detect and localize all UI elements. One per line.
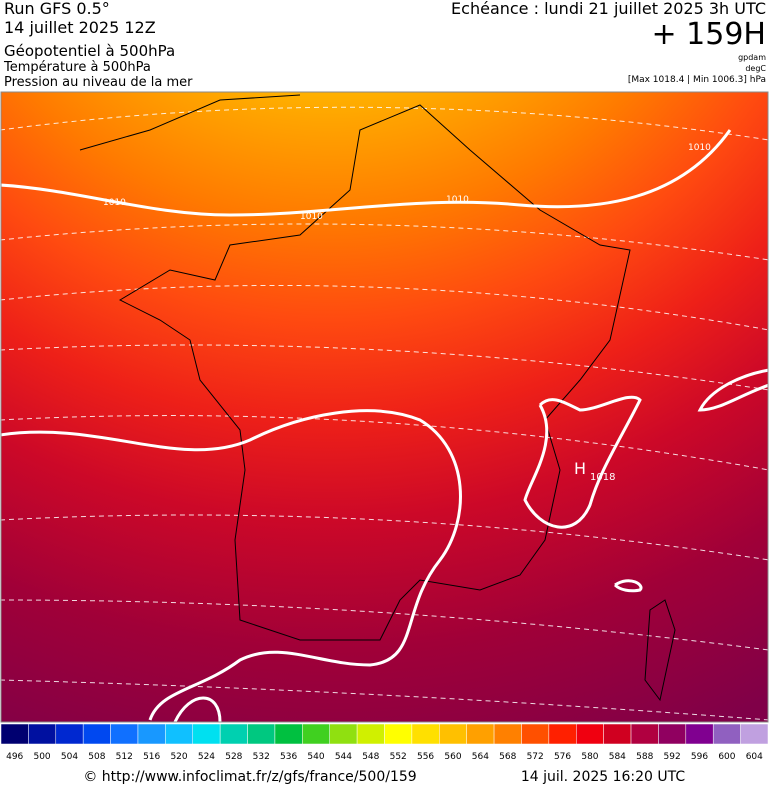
colorbar-label: 596	[691, 752, 708, 762]
colorbar-cell	[493, 723, 522, 745]
pressure-range: [Max 1018.4 | Min 1006.3] hPa	[628, 75, 766, 85]
temperature-field	[1, 92, 768, 722]
colorbar-cell	[630, 723, 659, 745]
colorbar-cell	[712, 723, 741, 745]
colorbar-label: 536	[280, 752, 297, 762]
colorbar-label: 512	[116, 752, 133, 762]
isobar-label: 1010	[300, 212, 323, 222]
colorbar-label: 548	[362, 752, 379, 762]
colorbar-label: 500	[33, 752, 50, 762]
colorbar-label: 588	[636, 752, 653, 762]
colorbar-cell	[356, 723, 385, 745]
colorbar-label: 580	[581, 752, 598, 762]
colorbar-label: 604	[746, 752, 763, 762]
isobar	[173, 696, 222, 722]
colorbar-label: 584	[609, 752, 626, 762]
colorbar-label: 600	[718, 752, 735, 762]
colorbar-label: 564	[472, 752, 489, 762]
isobar	[523, 395, 642, 529]
colorbar-cell	[55, 723, 84, 745]
coastline	[118, 104, 631, 641]
map: 1010 1010 1010 1010 H 1018	[1, 92, 768, 722]
contour	[1, 223, 768, 261]
colorbar-cell	[219, 723, 248, 745]
colorbar-cell	[411, 723, 440, 745]
colorbar-label: 560	[444, 752, 461, 762]
colorbar-label: 592	[664, 752, 681, 762]
isobar	[1, 409, 462, 721]
colorbar-label: 496	[6, 752, 23, 762]
colorbar-cell	[521, 723, 550, 745]
colorbar-label: 508	[88, 752, 105, 762]
colorbar-label: 556	[417, 752, 434, 762]
colorbar-label: 532	[253, 752, 270, 762]
colorbar-cell	[439, 723, 467, 745]
contour	[1, 599, 768, 651]
colorbar-cell	[137, 723, 166, 745]
colorbar-cell	[28, 723, 57, 745]
colorbar-cell	[302, 723, 330, 745]
colorbar: 496 500 504 508 512 516 520 524 528 532 536 540 544 5…	[0, 723, 769, 762]
geopotential-lines	[1, 106, 768, 721]
colorbar-cell	[82, 723, 111, 745]
unit-temp: degC	[745, 64, 766, 73]
colorbar-label: 520	[170, 752, 187, 762]
colorbar-cell	[603, 723, 632, 745]
colorbar-cell	[247, 723, 276, 745]
map-frame	[0, 91, 769, 723]
colorbar-cell	[274, 723, 303, 745]
layer-geopotential: Géopotentiel à 500hPa	[4, 42, 175, 60]
contour	[1, 284, 768, 331]
colorbar-cell	[0, 723, 29, 745]
colorbar-label: 528	[225, 752, 242, 762]
run: Run GFS 0.5°	[4, 0, 110, 18]
colorbar-cell	[110, 723, 139, 745]
contour	[1, 514, 768, 561]
run-date: 14 juillet 2025 12Z	[4, 18, 156, 37]
isobar-label: 1010	[103, 198, 126, 208]
colorbar-label: 572	[527, 752, 544, 762]
colorbar-cell	[685, 723, 714, 745]
timestamp: 14 juil. 2025 16:20 UTC	[521, 769, 686, 785]
colorbar-label: 516	[143, 752, 160, 762]
colorbar-label: 524	[198, 752, 215, 762]
colorbar-label: 576	[554, 752, 571, 762]
high-pressure: H	[574, 459, 586, 478]
colorbar-label: 504	[61, 752, 78, 762]
source-url: © http://www.infoclimat.fr/z/gfs/france/…	[83, 769, 416, 785]
coastline	[79, 94, 676, 702]
colorbar-cell	[740, 723, 769, 745]
colorbar-label: 540	[307, 752, 324, 762]
colorbar-cell	[329, 723, 358, 745]
colorbar-label: 568	[499, 752, 516, 762]
colorbar-cell	[658, 723, 687, 745]
lead-time: + 159H	[652, 17, 767, 52]
layer-pressure: Pression au niveau de la mer	[4, 75, 193, 90]
colorbar-cell	[192, 723, 221, 745]
layer-temperature: Température à 500hPa	[3, 60, 151, 75]
colorbar-cell	[576, 723, 604, 745]
contour	[1, 679, 768, 721]
colorbar-cell	[466, 723, 495, 745]
isobar	[697, 368, 768, 412]
colorbar-cell	[165, 723, 194, 745]
high-pressure-value: 1018	[590, 472, 615, 483]
colorbar-label: 544	[335, 752, 352, 762]
isobar	[1, 129, 732, 217]
contour	[1, 415, 768, 471]
colorbar-cell	[548, 723, 577, 745]
contour	[1, 344, 768, 391]
isobar-label: 1010	[688, 143, 711, 153]
contour	[1, 106, 768, 141]
isobar	[613, 579, 643, 593]
unit-geo: gpdam	[738, 53, 766, 62]
isobar-label: 1010	[446, 195, 469, 205]
colorbar-label: 552	[390, 752, 407, 762]
forecast-time: Echéance : lundi 21 juillet 2025 3h UTC	[451, 0, 766, 18]
colorbar-cell	[384, 723, 413, 745]
